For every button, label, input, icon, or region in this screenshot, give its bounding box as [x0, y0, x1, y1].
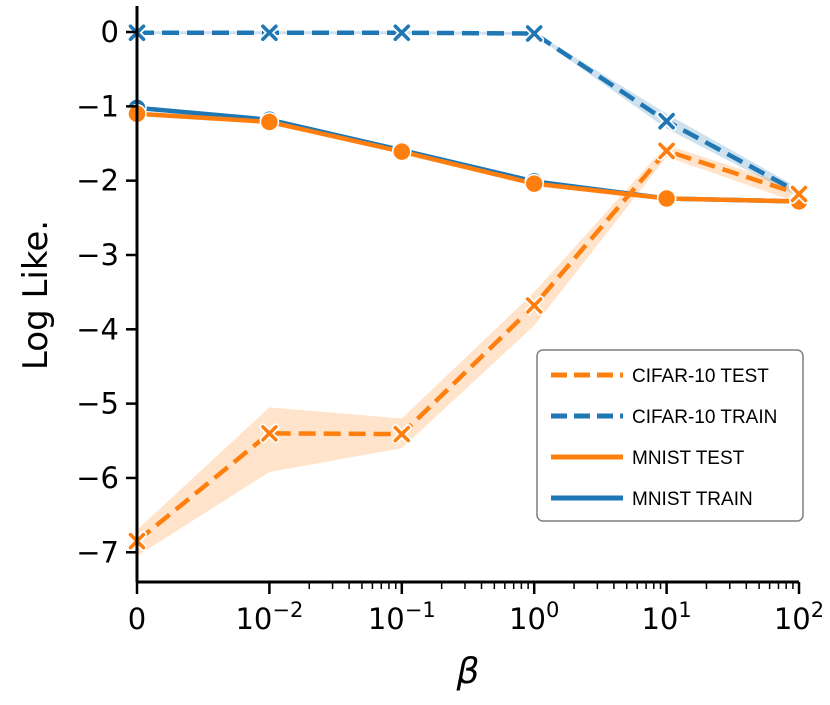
- point-3-1: [259, 423, 280, 444]
- axes: [135, 6, 799, 584]
- band-3: [137, 144, 799, 556]
- point-3-5: [789, 184, 809, 205]
- x-ticks: 0 10−2 10−1 100 101 102: [128, 582, 824, 636]
- x-axis-label: β: [456, 651, 480, 692]
- confidence-bands: [137, 31, 799, 556]
- y-tick-label-1: −1: [76, 89, 119, 123]
- x-tick-label-3: 100: [509, 598, 559, 636]
- legend-label-3: MNIST TRAIN: [632, 489, 753, 510]
- point-3-2: [391, 424, 412, 445]
- legend-label-2: MNIST TEST: [632, 448, 745, 469]
- point-2-2: [392, 141, 412, 162]
- point-1-4: [656, 111, 677, 132]
- x-tick-label-4: 101: [641, 598, 691, 636]
- x-tick-label-2: 10−1: [368, 598, 436, 636]
- y-tick-label-3: −3: [76, 238, 119, 272]
- y-tick-label-4: −4: [76, 312, 119, 346]
- point-2-4: [656, 188, 677, 209]
- legend: CIFAR-10 TEST CIFAR-10 TRAIN MNIST TEST MNI…: [536, 349, 804, 522]
- series-line-1: [137, 30, 801, 195]
- point-2-1: [259, 112, 280, 132]
- y-tick-label-6: −6: [76, 461, 119, 495]
- legend-label-1: CIFAR-10 TRAIN: [632, 407, 777, 428]
- legend-label-0: CIFAR-10 TEST: [632, 366, 769, 387]
- point-1-1: [259, 22, 280, 43]
- x-tick-label-5: 102: [774, 598, 824, 636]
- series-line-2: [136, 111, 800, 204]
- y-tick-label-2: −2: [76, 164, 119, 198]
- series-markers: [127, 22, 809, 552]
- legend-box: [536, 349, 804, 522]
- point-1-3: [524, 23, 545, 44]
- point-2-3: [524, 173, 544, 194]
- y-tick-label-5: −5: [76, 387, 119, 421]
- point-3-3: [524, 295, 545, 316]
- y-ticks: 0 −1 −2 −3 −4 −5 −6 −7: [76, 15, 137, 569]
- band-1: [137, 31, 799, 198]
- y-tick-label-0: 0: [101, 15, 119, 49]
- x-tick-label-1: 10−2: [235, 598, 303, 636]
- y-tick-label-7: −7: [76, 535, 119, 569]
- point-1-2: [391, 22, 412, 43]
- x-tick-label-0: 0: [128, 602, 146, 636]
- series-line-3: [135, 148, 800, 543]
- point-3-4: [656, 140, 677, 161]
- y-axis-label: Log Like.: [16, 220, 56, 370]
- series-lines: [135, 30, 801, 543]
